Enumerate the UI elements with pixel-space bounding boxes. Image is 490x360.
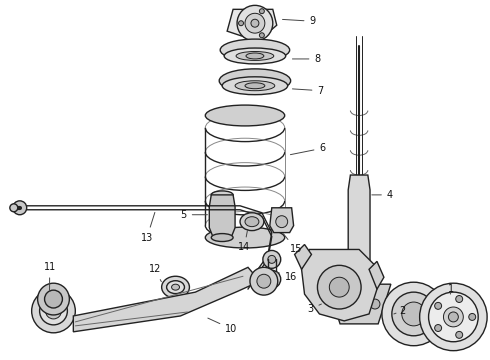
- Text: 10: 10: [208, 318, 237, 334]
- Circle shape: [45, 290, 62, 308]
- Circle shape: [329, 277, 349, 297]
- Circle shape: [245, 13, 265, 33]
- Circle shape: [259, 9, 264, 14]
- Ellipse shape: [219, 69, 291, 93]
- Text: 9: 9: [283, 16, 316, 26]
- Circle shape: [251, 19, 259, 27]
- Text: 14: 14: [238, 230, 250, 252]
- Polygon shape: [209, 195, 235, 238]
- Circle shape: [10, 204, 18, 212]
- Text: 4: 4: [372, 190, 393, 200]
- Circle shape: [257, 274, 271, 288]
- Circle shape: [13, 201, 26, 215]
- Circle shape: [370, 299, 380, 309]
- Polygon shape: [344, 175, 374, 289]
- Ellipse shape: [167, 281, 184, 294]
- Circle shape: [435, 325, 441, 332]
- Circle shape: [456, 332, 463, 338]
- Circle shape: [40, 297, 68, 325]
- Ellipse shape: [245, 83, 265, 89]
- Circle shape: [237, 5, 273, 41]
- Ellipse shape: [162, 276, 190, 298]
- Text: 16: 16: [277, 272, 297, 282]
- Circle shape: [456, 296, 463, 302]
- Text: 15: 15: [283, 234, 302, 255]
- Text: 8: 8: [293, 54, 320, 64]
- Circle shape: [429, 292, 478, 342]
- Polygon shape: [74, 267, 260, 332]
- Circle shape: [338, 299, 348, 309]
- Circle shape: [46, 303, 61, 319]
- Text: 11: 11: [44, 262, 56, 291]
- Polygon shape: [301, 249, 377, 321]
- Polygon shape: [294, 244, 312, 269]
- Text: 7: 7: [293, 86, 324, 96]
- Circle shape: [382, 282, 445, 346]
- Polygon shape: [369, 261, 384, 289]
- Circle shape: [268, 275, 276, 283]
- Polygon shape: [227, 9, 277, 37]
- Circle shape: [263, 270, 281, 288]
- Ellipse shape: [240, 213, 264, 231]
- Text: 2: 2: [394, 306, 405, 316]
- Circle shape: [402, 302, 426, 326]
- Circle shape: [32, 289, 75, 333]
- Circle shape: [435, 302, 441, 309]
- Ellipse shape: [245, 217, 259, 227]
- Circle shape: [38, 283, 70, 315]
- Text: 12: 12: [149, 264, 161, 282]
- Circle shape: [276, 216, 288, 228]
- Circle shape: [448, 312, 458, 322]
- Ellipse shape: [224, 48, 286, 64]
- Ellipse shape: [220, 39, 290, 61]
- Circle shape: [392, 292, 436, 336]
- Ellipse shape: [246, 53, 264, 59]
- Text: 5: 5: [180, 210, 207, 220]
- Circle shape: [443, 307, 464, 327]
- Circle shape: [268, 255, 276, 264]
- Circle shape: [419, 283, 487, 351]
- Ellipse shape: [211, 191, 233, 199]
- Text: 13: 13: [141, 212, 155, 243]
- Ellipse shape: [205, 227, 285, 248]
- Circle shape: [239, 21, 244, 26]
- Ellipse shape: [172, 284, 179, 290]
- Circle shape: [318, 265, 361, 309]
- Text: 3: 3: [308, 304, 321, 314]
- Ellipse shape: [211, 234, 233, 242]
- Polygon shape: [327, 284, 391, 324]
- Circle shape: [250, 267, 278, 295]
- Circle shape: [469, 314, 476, 320]
- Polygon shape: [270, 208, 294, 233]
- Text: 6: 6: [291, 143, 325, 155]
- Ellipse shape: [205, 105, 285, 126]
- Ellipse shape: [235, 81, 275, 91]
- Circle shape: [263, 251, 281, 268]
- Text: 1: 1: [448, 284, 455, 294]
- Ellipse shape: [236, 51, 274, 60]
- Circle shape: [259, 33, 264, 38]
- Ellipse shape: [222, 77, 288, 95]
